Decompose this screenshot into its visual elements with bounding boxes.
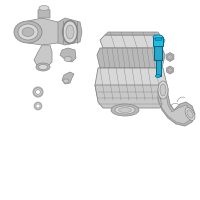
Ellipse shape [63,21,77,43]
Polygon shape [166,52,174,62]
Ellipse shape [187,110,193,118]
Polygon shape [158,88,195,126]
Polygon shape [95,68,167,100]
Polygon shape [38,8,50,18]
Polygon shape [95,85,167,108]
Polygon shape [60,48,76,62]
Polygon shape [62,72,74,84]
Ellipse shape [66,25,74,39]
Polygon shape [105,32,160,35]
Ellipse shape [14,21,42,43]
Polygon shape [100,35,165,48]
Ellipse shape [158,81,168,99]
Ellipse shape [64,56,72,62]
Ellipse shape [63,79,69,83]
Polygon shape [97,48,165,68]
Ellipse shape [36,63,50,71]
Ellipse shape [185,108,195,120]
Polygon shape [167,66,173,74]
Ellipse shape [156,74,160,77]
Ellipse shape [160,84,166,96]
Ellipse shape [118,108,132,112]
Ellipse shape [38,64,48,70]
Polygon shape [160,94,192,124]
Polygon shape [34,45,52,68]
Bar [156,60,160,76]
Ellipse shape [115,106,135,114]
Ellipse shape [39,5,49,10]
Ellipse shape [22,27,34,36]
Bar [155,37,161,40]
Polygon shape [16,18,60,45]
Ellipse shape [18,24,38,40]
Bar [153,37,163,46]
Ellipse shape [111,104,139,116]
Polygon shape [58,18,82,45]
Ellipse shape [153,35,163,39]
Bar [154,46,162,60]
